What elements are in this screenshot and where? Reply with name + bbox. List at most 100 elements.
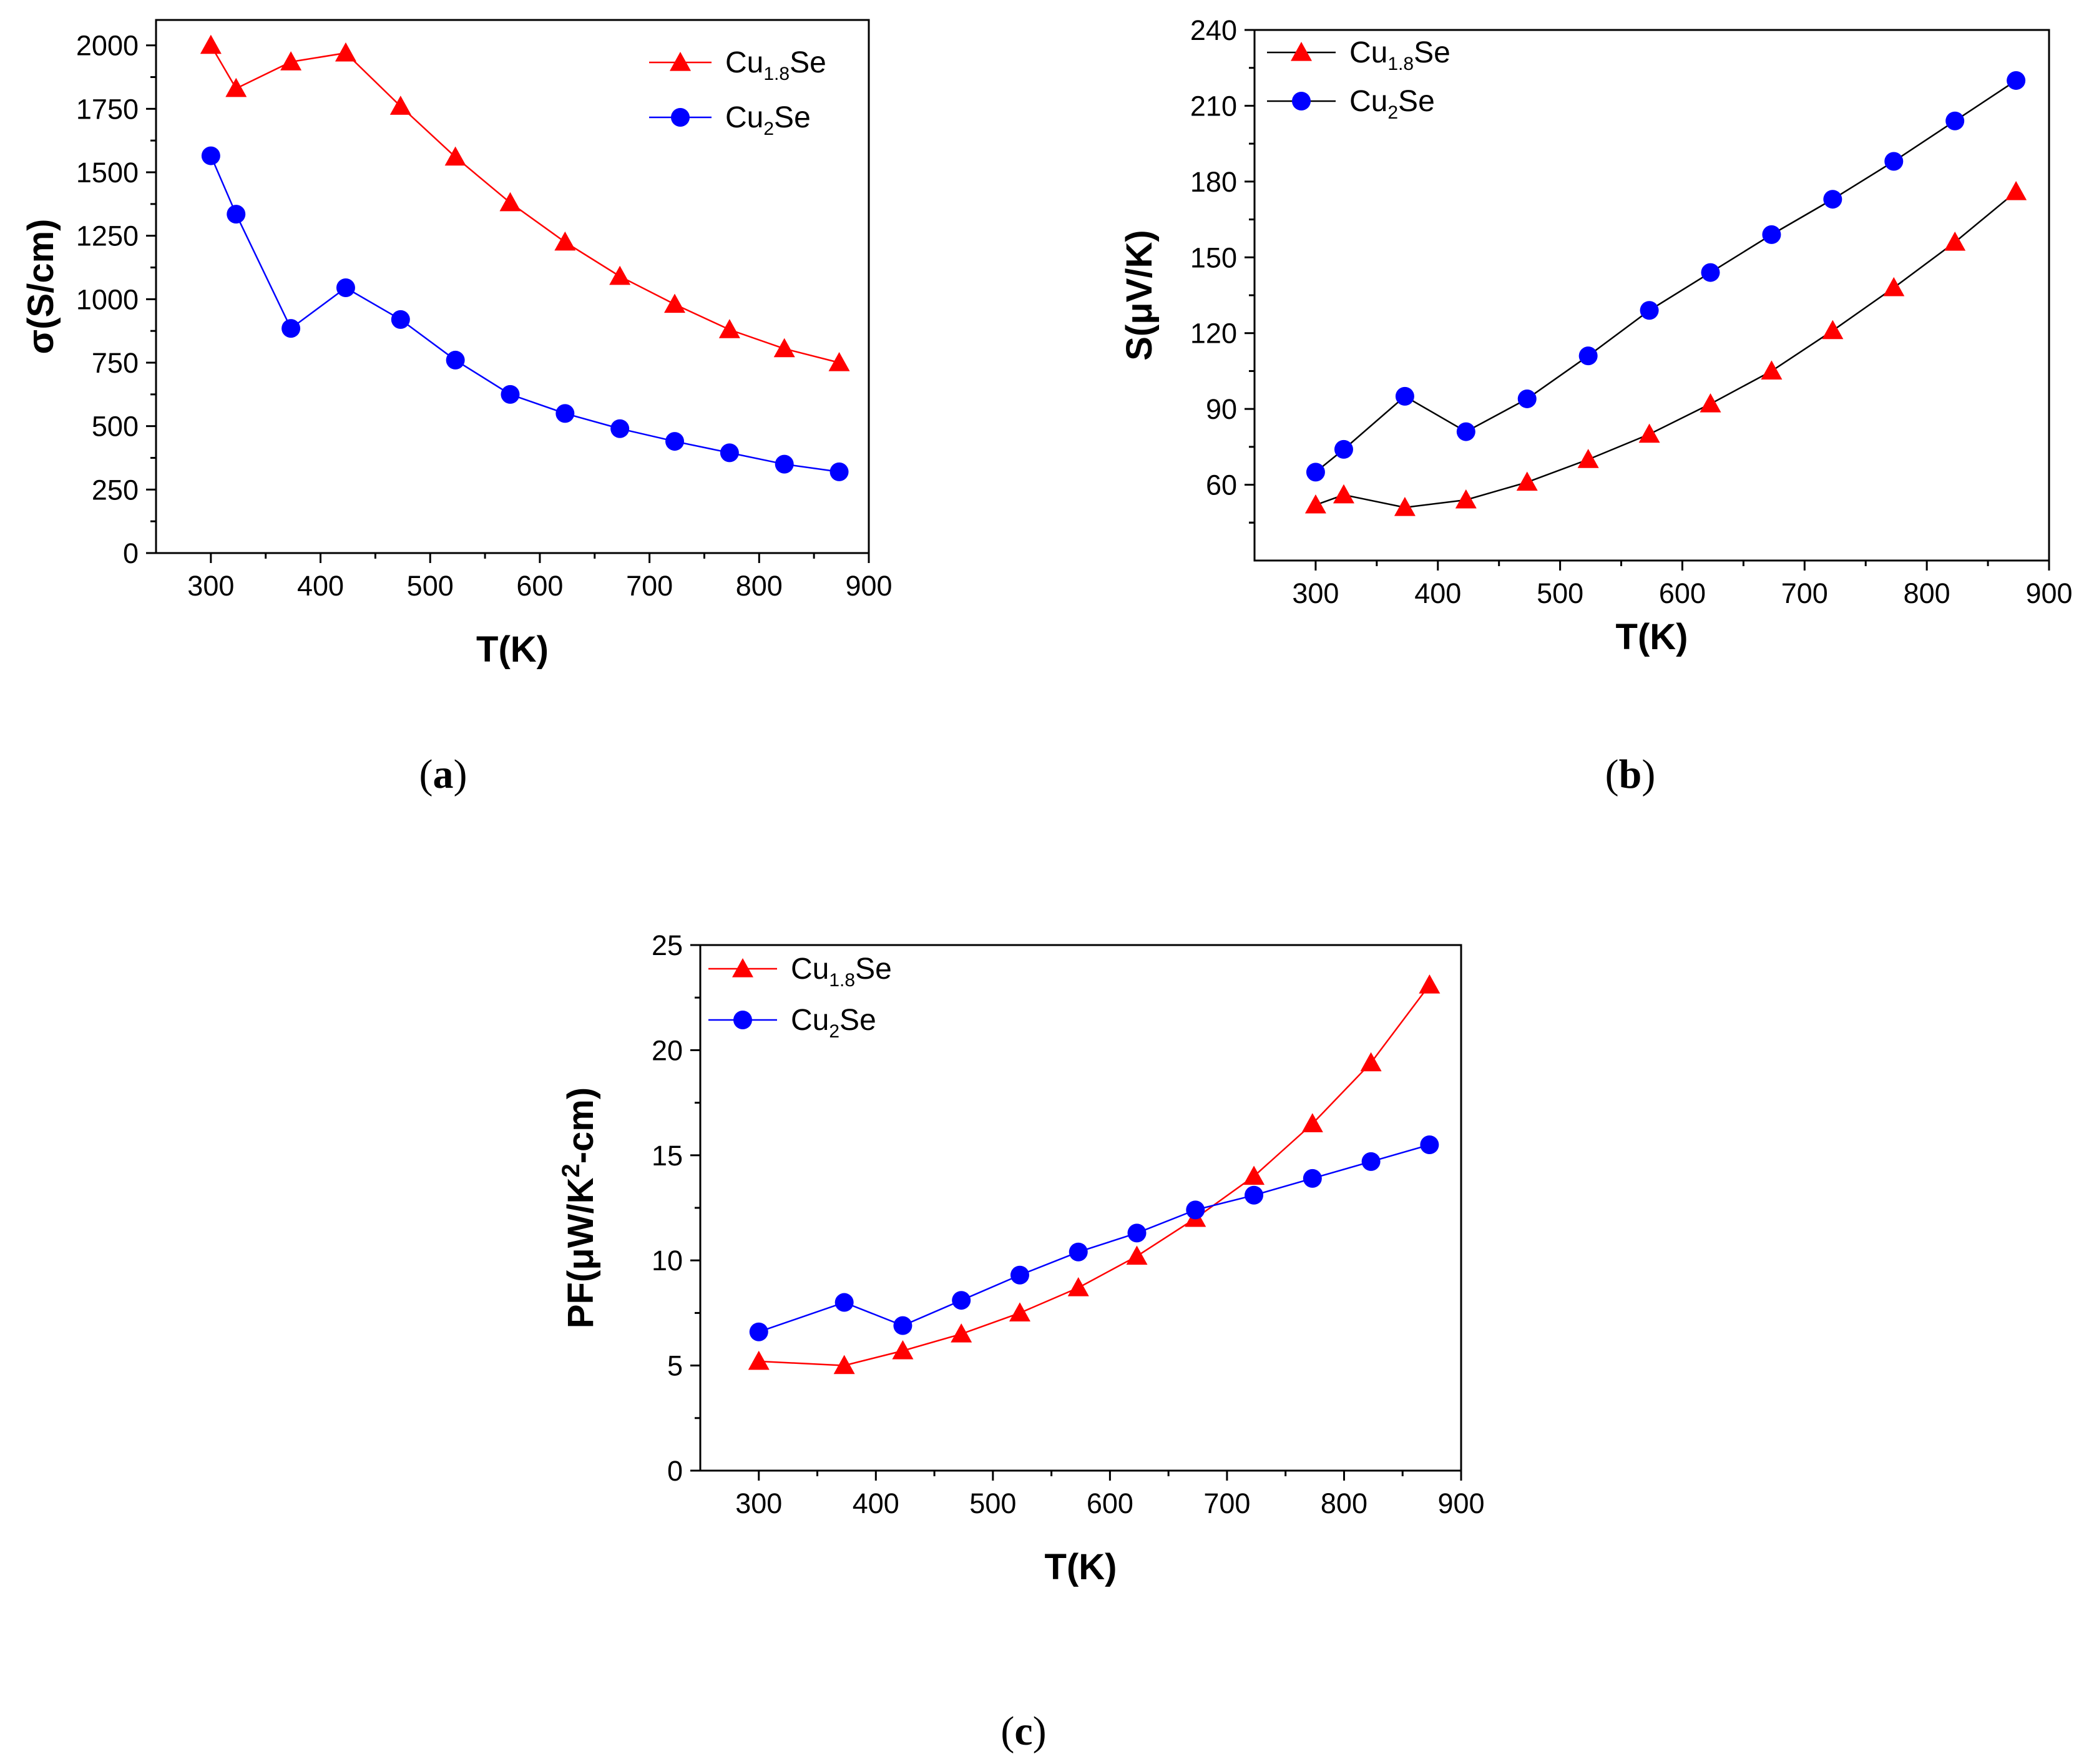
- panel-c-legend-label: Cu2Se: [791, 1004, 876, 1042]
- panel-b-data-point: [1638, 423, 1660, 443]
- panel-c-legend-label: Cu1.8Se: [791, 953, 892, 991]
- panel-a-legend-label: Cu2Se: [725, 101, 811, 139]
- panel-b-y-tick-label: 210: [1190, 90, 1237, 122]
- panel-c-data-point: [892, 1340, 914, 1360]
- panel-c-data-point: [951, 1323, 972, 1343]
- panel-a-data-point: [555, 404, 575, 423]
- panel-a-legend-marker: [671, 108, 690, 127]
- panel-a-data-point: [829, 462, 849, 481]
- panel-c-x-tick-label: 800: [1321, 1487, 1367, 1519]
- panel-a-x-tick-label: 300: [187, 570, 234, 602]
- panel-c-y-tick-label: 10: [652, 1245, 683, 1276]
- panel-a-legend-marker: [670, 52, 691, 71]
- panel-b-x-axis-title: T(K): [1616, 617, 1688, 657]
- panel-a-data-point: [665, 432, 685, 451]
- panel-a-series-cu18se: [200, 34, 850, 371]
- panel-c-data-point: [1245, 1185, 1264, 1205]
- panel-c-series-line: [758, 1144, 1430, 1333]
- panel-b-series-line: [1315, 191, 2017, 509]
- panel-b-data-point: [1761, 360, 1783, 380]
- panel-a-data-point: [336, 278, 355, 298]
- panel-c-data-point: [1067, 1276, 1089, 1296]
- panel-a-data-point: [501, 385, 520, 404]
- panel-b-data-point: [1578, 346, 1598, 366]
- panel-a-series-cu2se: [201, 146, 849, 481]
- panel-b-legend-marker: [1292, 92, 1311, 110]
- panel-b-data-point: [1455, 489, 1477, 509]
- panel-b-data-point: [1884, 152, 1904, 171]
- panel-c-data-point: [833, 1355, 855, 1374]
- panel-b-y-tick-label: 120: [1190, 318, 1237, 350]
- panel-b-data-point: [1516, 471, 1538, 491]
- panel-b-x-tick-label: 800: [1904, 577, 1950, 609]
- panel-c-legend-marker: [733, 1011, 752, 1029]
- panel-a-y-tick-label: 500: [92, 411, 139, 443]
- panel-c-data-point: [1360, 1052, 1382, 1072]
- panel-a-y-tick-label: 1500: [76, 157, 139, 189]
- panel-c-series-cu18se: [748, 974, 1441, 1374]
- panel-a-series-line: [210, 45, 839, 364]
- panel-a-x-axis-title: T(K): [476, 629, 549, 670]
- panel-b-data-point: [1395, 386, 1414, 406]
- panel-a-x-tick-label: 600: [516, 570, 563, 602]
- panel-b-data-point: [1456, 422, 1475, 441]
- panel-a-data-point: [718, 319, 740, 338]
- panel-c-y-axis-title: PF(μW/K2-cm): [557, 1087, 601, 1328]
- panel-a-data-point: [444, 146, 466, 166]
- panel-a-x-tick-label: 400: [297, 570, 344, 602]
- panel-c-y-tick-label: 5: [667, 1350, 683, 1382]
- panel-b-legend-marker: [1291, 42, 1312, 61]
- panel-c-data-point: [834, 1293, 854, 1312]
- panel-a-legend-label: Cu1.8Se: [725, 46, 826, 84]
- panel-a-x-tick-label: 900: [845, 570, 892, 602]
- panel-b-data-point: [1333, 484, 1354, 504]
- panel-c-y-tick-label: 0: [667, 1455, 683, 1487]
- panel-c-data-point: [1361, 1152, 1381, 1171]
- panel-a-data-point: [610, 419, 630, 438]
- panel-a-label: (a): [419, 752, 467, 797]
- panel-a-data-point: [200, 34, 222, 54]
- panel-c-series-cu2se: [749, 1135, 1439, 1341]
- panel-b-x-tick-label: 700: [1781, 577, 1828, 609]
- panel-a-legend: Cu1.8Se Cu2Se: [649, 46, 826, 139]
- panel-b-series-cu18se: [1304, 181, 2027, 516]
- panel-c-y-tick-label: 20: [652, 1034, 683, 1066]
- panel-a-data-point: [281, 319, 301, 338]
- panel-b-data-point: [1304, 494, 1326, 514]
- panel-b-y-tick-label: 90: [1206, 393, 1237, 425]
- panel-c-data-point: [1243, 1165, 1265, 1185]
- panel-b-legend: Cu1.8Se Cu2Se: [1267, 36, 1450, 123]
- panel-b-data-point: [1762, 225, 1781, 244]
- panel-b-x-tick-label: 600: [1659, 577, 1706, 609]
- panel-b-data-point: [1945, 111, 1965, 130]
- panel-c-data-point: [1301, 1113, 1323, 1132]
- panel-b-legend-label: Cu2Se: [1349, 85, 1435, 123]
- panel-a-data-point: [201, 146, 220, 165]
- panel-b-data-point: [1640, 301, 1659, 320]
- panel-a-y-tick-label: 2000: [76, 30, 139, 62]
- panel-b-data-point: [1700, 393, 1721, 413]
- panel-a-plot-frame: [155, 19, 870, 554]
- panel-c-x-tick-label: 900: [1437, 1487, 1484, 1519]
- panel-c-x-tick-label: 400: [853, 1487, 899, 1519]
- panel-c-data-point: [749, 1322, 768, 1341]
- panel-a-y-tick-label: 1250: [76, 220, 139, 252]
- panel-c-y-tick-label: 15: [652, 1140, 683, 1172]
- panel-a-y-axis-title: σ(S/cm): [21, 219, 61, 355]
- panel-c-data-point: [1186, 1200, 1205, 1220]
- panel-b-y-tick-label: 180: [1190, 166, 1237, 198]
- panel-a-data-point: [499, 192, 521, 212]
- panel-c-x-tick-label: 500: [969, 1487, 1016, 1519]
- panel-a-data-point: [225, 77, 247, 97]
- chart-panel-a: 300 400 500 600 700 800 900 0 250 500 750 1000 1250 1…: [21, 19, 893, 797]
- panel-b-label: (b): [1605, 752, 1656, 797]
- panel-a-data-point: [720, 443, 739, 463]
- panel-c-series-line: [758, 984, 1431, 1366]
- panel-a-y-tick-label: 1000: [76, 283, 139, 315]
- panel-c-data-point: [1127, 1223, 1147, 1243]
- panel-a-data-point: [227, 205, 246, 224]
- panel-a-data-point: [609, 265, 631, 285]
- panel-b-y-tick-label: 150: [1190, 242, 1237, 273]
- panel-b-data-point: [1883, 277, 1905, 296]
